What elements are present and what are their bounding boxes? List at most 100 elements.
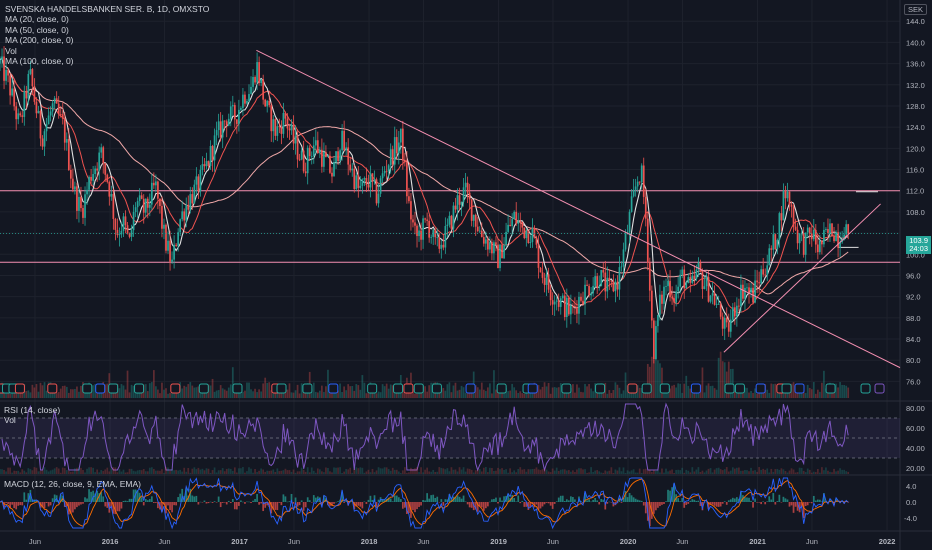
volume-bar [177, 392, 179, 398]
rsi-volume-bar [622, 467, 625, 474]
rsi-volume-bar [250, 468, 252, 474]
rsi-volume-bar [80, 467, 82, 474]
legend-vol[interactable]: Vol [5, 45, 17, 56]
time-tick-label: 2022 [879, 537, 896, 546]
rsi-volume-bar [74, 468, 76, 474]
currency-label[interactable]: SEK [903, 4, 927, 15]
macd-pane[interactable] [0, 477, 850, 530]
macd-histogram-bar [727, 500, 730, 502]
volume-bar [122, 385, 125, 398]
candle-body [193, 184, 196, 204]
rsi-volume-bar [387, 469, 390, 474]
candle-body [82, 208, 84, 218]
rsi-volume-bar [120, 471, 123, 474]
volume-bar [527, 393, 530, 398]
macd-histogram-bar [697, 500, 700, 502]
macd-histogram-bar [213, 501, 216, 502]
rsi-pane-label[interactable]: RSI (14, close) Vol [4, 405, 60, 425]
macd-histogram-bar [462, 495, 465, 502]
rsi-volume-bar [219, 470, 222, 474]
rsi-volume-bar [531, 468, 534, 474]
candle-body [3, 56, 5, 81]
candle-body [39, 110, 42, 139]
rsi-volume-bar [152, 468, 155, 474]
volume-bar [614, 382, 617, 398]
price-axis[interactable]: 76.080.084.088.092.096.0100.0108.0112.01… [904, 17, 925, 523]
candle-body [691, 275, 694, 283]
macd-histogram-bar [175, 502, 177, 506]
candle-body [570, 305, 572, 315]
volume-bar [181, 388, 184, 398]
legend-ma20[interactable]: MA (20, close, 0) [5, 14, 69, 25]
rsi-volume-bar [290, 471, 293, 474]
macd-histogram-bar [134, 489, 137, 502]
rsi-volume-bar [278, 471, 281, 474]
macd-histogram-bar [395, 495, 398, 502]
rsi-volume-bar [766, 468, 769, 474]
candle-body [37, 110, 40, 114]
rsi-volume-bar [588, 472, 590, 474]
symbol-title[interactable]: SVENSKA HANDELSBANKEN SER. B, 1D, OMXSTO [5, 4, 210, 14]
rsi-volume-bar [195, 469, 198, 474]
rsi-volume-bar [369, 472, 372, 474]
candle-body [746, 287, 748, 289]
macd-histogram-bar [219, 502, 222, 508]
candle-body [17, 113, 20, 120]
candle-body [476, 226, 479, 232]
candlestick-series[interactable] [0, 46, 900, 364]
macd-histogram-bar [316, 496, 319, 502]
macd-pane-label[interactable]: MACD (12, 26, close, 9, EMA, EMA) [4, 479, 141, 489]
volume-bar [845, 385, 848, 398]
time-tick-label: 2019 [490, 537, 507, 546]
candle-body [478, 230, 481, 232]
volume-bar [814, 393, 817, 398]
macd-histogram-bar [715, 502, 718, 507]
candle-body [606, 277, 609, 292]
macd-histogram-bar [3, 502, 5, 508]
macd-histogram-bar [537, 502, 540, 510]
candle-body [422, 218, 424, 240]
macd-histogram-bar [365, 502, 368, 504]
rsi-volume-bar [725, 467, 728, 474]
horizontal-levels[interactable] [0, 190, 900, 263]
candle-body [122, 216, 125, 231]
legend-ma200[interactable]: MA (200, close, 0) [5, 35, 74, 46]
volume-bar [94, 384, 97, 398]
macd-histogram-bar [545, 502, 548, 503]
macd-histogram-bar [590, 501, 592, 503]
macd-histogram-bar [43, 502, 46, 509]
volume-bar [650, 356, 653, 398]
rsi-volume-bar [367, 469, 370, 474]
trendlines[interactable] [256, 49, 901, 369]
candle-body [424, 218, 426, 220]
macd-histogram-bar [725, 502, 728, 505]
rsi-pane[interactable] [0, 402, 900, 474]
legend-ma50[interactable]: MA (50, close, 0) [5, 24, 69, 35]
macd-histogram-bar [604, 502, 607, 510]
rsi-volume-bar [572, 470, 574, 474]
macd-histogram-bar [665, 501, 667, 502]
time-tick-label: 2018 [361, 537, 378, 546]
legend-ma100[interactable]: MA (100, close, 0) [5, 56, 74, 67]
volume-bar [246, 382, 248, 398]
candle-body [201, 164, 204, 170]
candle-body [225, 121, 228, 126]
rsi-volume-bar [616, 470, 619, 474]
rsi-volume-bar [5, 471, 7, 474]
candle-body [211, 146, 214, 161]
macd-tick-label: -4.0 [904, 514, 917, 523]
time-axis[interactable]: Jun 2016 Jun 2017 Jun 2018 Jun 2019 Jun 2020 Jun 20… [29, 537, 895, 546]
rsi-volume-bar [450, 467, 453, 474]
macd-label: MACD (12, 26, close, 9, EMA, EMA) [4, 479, 141, 489]
event-badge [781, 383, 792, 394]
volume-bar [442, 387, 445, 398]
candle-body [821, 240, 823, 245]
rsi-volume-bar [523, 469, 526, 474]
rsi-volume-bar [132, 470, 135, 474]
rsi-volume-bar [201, 468, 204, 474]
rsi-volume-bar [576, 469, 578, 474]
rsi-volume-bar [163, 472, 165, 474]
macd-histogram-bar [363, 501, 366, 503]
event-badges[interactable] [0, 383, 885, 394]
